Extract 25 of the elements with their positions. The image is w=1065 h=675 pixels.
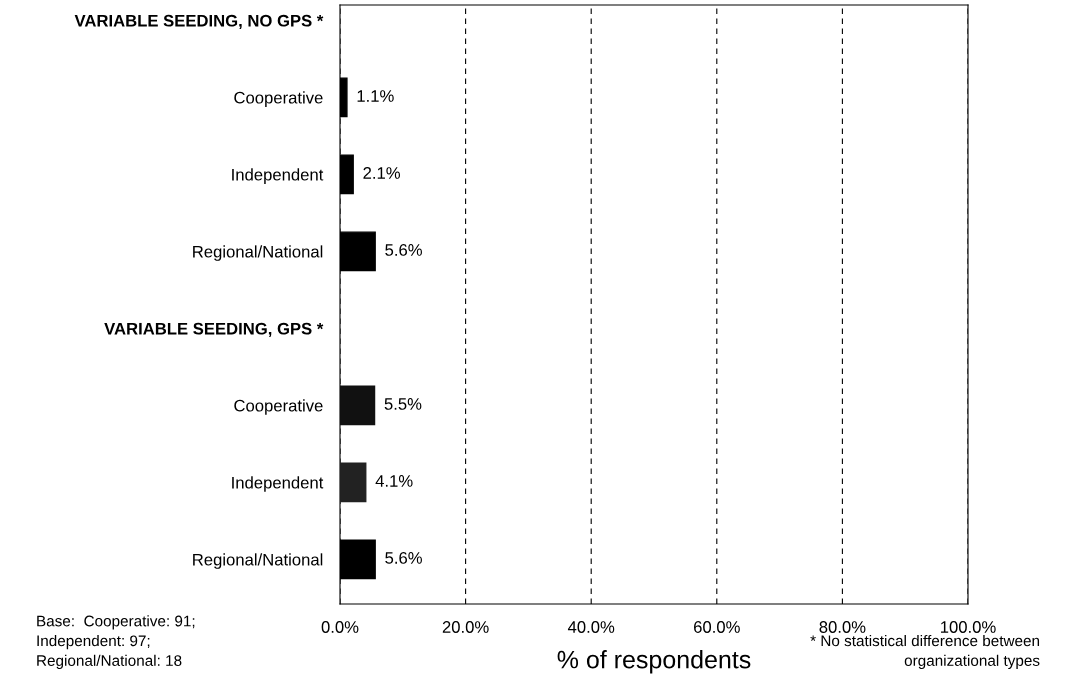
y-tick-label: Cooperative xyxy=(234,399,323,415)
data-label: 4.1% xyxy=(375,475,413,487)
data-label: 5.5% xyxy=(384,398,422,410)
data-label: 5.6% xyxy=(385,244,422,256)
bar xyxy=(340,385,376,426)
y-tick-label: VARIABLE SEEDING, GPS * xyxy=(104,322,324,337)
text: * No statistical difference between organizational types xyxy=(810,634,1040,669)
x-tick-label: 60.0% xyxy=(694,621,740,633)
text: Base: Cooperative: 91; Independent: 97; Regional/National: 18 xyxy=(37,615,195,669)
y-tick-label: Regional/National xyxy=(193,553,323,569)
x-tick-label: 40.0% xyxy=(567,621,615,633)
bar xyxy=(340,462,367,503)
x-tick-label: 0.0% xyxy=(321,621,359,633)
y-tick-label: Cooperative xyxy=(234,91,323,107)
data-label: 1.1% xyxy=(357,90,394,102)
y-tick-label: Independent xyxy=(232,168,324,184)
data-label: 2.1% xyxy=(363,167,400,179)
y-tick-label: Independent xyxy=(232,476,324,492)
y-tick-label: VARIABLE SEEDING, NO GPS * xyxy=(74,14,324,30)
x-tick-label: 80.0% xyxy=(819,621,866,633)
x-tick-label: 20.0% xyxy=(442,621,489,633)
x-axis-title: % of respondents xyxy=(557,650,751,674)
x-tick-label: 100.0% xyxy=(941,621,996,633)
y-tick-label: Regional/National xyxy=(193,245,323,261)
data-label: 5.6% xyxy=(385,552,422,564)
